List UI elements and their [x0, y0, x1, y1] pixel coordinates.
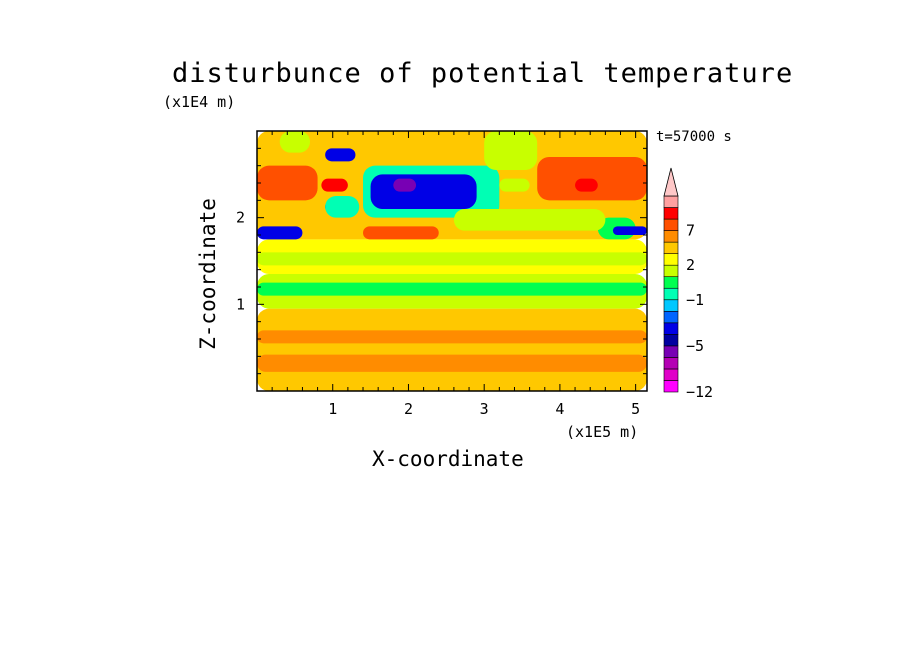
contour-region	[612, 226, 647, 235]
contour-region	[257, 330, 647, 344]
colorbar-tick-label: −1	[686, 291, 704, 309]
y-tick-label: 2	[236, 209, 245, 227]
x-tick-label: 2	[404, 400, 413, 418]
contour-region	[325, 196, 360, 218]
colorbar-extend-arrow	[663, 167, 679, 197]
contour-region	[363, 226, 439, 240]
contour-fill	[257, 131, 647, 391]
contour-region	[537, 157, 647, 201]
colorbar-swatch	[663, 218, 679, 231]
colorbar-swatch	[663, 207, 679, 220]
colorbar-swatch	[663, 287, 679, 301]
contour-region	[257, 308, 647, 391]
plot-frame	[256, 130, 648, 392]
colorbar: 7 2 −1 −5 −12	[663, 167, 713, 401]
colorbar-swatch	[663, 380, 679, 393]
contour-region	[325, 148, 356, 162]
colorbar-swatch	[663, 264, 679, 278]
contour-region	[575, 178, 598, 192]
colorbar-tick-label: −5	[686, 337, 704, 355]
colorbar-swatch	[663, 241, 679, 254]
colorbar-tick-label: 7	[686, 222, 695, 240]
contour-region	[257, 226, 303, 240]
y-axis-unit: (x1E4 m)	[163, 93, 236, 111]
x-tick-label: 4	[555, 400, 564, 418]
colorbar-swatch	[663, 253, 679, 266]
colorbar-swatch	[663, 299, 679, 312]
x-tick-label: 3	[480, 400, 489, 418]
colorbar-swatch	[663, 322, 679, 335]
time-annotation: t=57000 s	[656, 129, 732, 145]
x-tick-label: 5	[631, 400, 640, 418]
colorbar-tick-label: 2	[686, 256, 695, 274]
contour-region	[499, 178, 530, 192]
contour-region	[393, 178, 417, 192]
chart-title: disturbunce of potential temperature	[172, 58, 794, 89]
contour-region	[257, 354, 647, 372]
contour-region	[257, 252, 647, 266]
colorbar-swatch	[663, 357, 679, 370]
colorbar-tick-label: −12	[686, 383, 713, 401]
colorbar-swatch	[663, 230, 679, 243]
contour-region	[279, 131, 311, 153]
contour-region	[321, 178, 348, 192]
colorbar-swatch	[663, 195, 679, 208]
contour-region	[257, 165, 318, 201]
colorbar-swatch	[663, 345, 679, 358]
colorbar-swatch	[663, 368, 679, 381]
colorbar-swatch	[663, 334, 679, 347]
plot-area	[257, 131, 647, 391]
x-axis-unit: (x1E5 m)	[566, 423, 639, 441]
y-tick-label: 1	[236, 295, 245, 313]
contour-region	[257, 282, 647, 296]
axes: 1 2 3 4 5 1 2	[236, 130, 648, 418]
colorbar-swatch	[663, 310, 679, 324]
contour-region	[484, 131, 538, 170]
x-axis-label: X-coordinate	[372, 447, 524, 471]
colorbar-swatch	[663, 276, 679, 289]
contour-region	[370, 174, 477, 209]
contour-region	[453, 209, 606, 231]
x-tick-label: 1	[328, 400, 337, 418]
